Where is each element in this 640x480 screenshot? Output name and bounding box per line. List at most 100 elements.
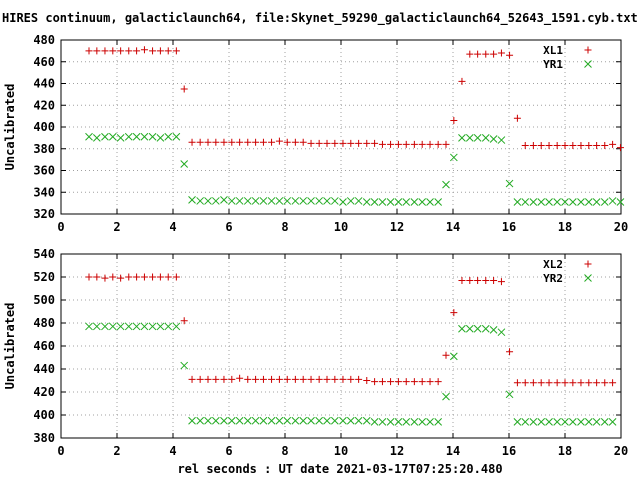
data-point [228, 375, 236, 383]
y-tick-label: 480 [33, 316, 55, 330]
data-point [164, 322, 173, 331]
data-point [402, 378, 410, 386]
data-point [434, 378, 442, 386]
data-point [458, 276, 466, 284]
data-point [601, 141, 609, 149]
data-point [458, 324, 466, 333]
data-point [592, 198, 601, 206]
data-point [196, 375, 204, 383]
data-point [529, 198, 538, 206]
data-point [577, 379, 585, 387]
data-point [283, 138, 291, 146]
data-point [188, 375, 196, 383]
data-point [387, 378, 395, 386]
x-tick-label: 16 [502, 444, 516, 458]
data-point [505, 390, 514, 399]
data-point [497, 136, 506, 144]
data-point [473, 134, 482, 142]
legend-marker [584, 46, 592, 54]
data-point [156, 322, 165, 331]
x-tick-label: 20 [614, 444, 628, 458]
data-point [449, 153, 458, 162]
data-point [354, 197, 363, 205]
data-point [545, 418, 553, 426]
data-point [148, 322, 157, 331]
data-point [513, 379, 521, 387]
y-tick-label: 400 [33, 120, 55, 134]
data-point [569, 141, 577, 149]
data-point [259, 197, 268, 205]
x-tick-label: 10 [334, 444, 348, 458]
data-point [394, 378, 402, 386]
data-point [251, 197, 260, 205]
data-point [402, 140, 410, 148]
x-tick-label: 2 [113, 220, 120, 234]
data-point [116, 322, 125, 331]
data-point [299, 197, 308, 205]
x-tick-label: 12 [390, 444, 404, 458]
page-title: HIRES continuum, galacticlaunch64, file:… [2, 11, 638, 25]
data-point [489, 326, 498, 334]
data-point [228, 138, 236, 146]
data-point [156, 134, 165, 142]
data-point [418, 378, 426, 386]
data-point [315, 375, 323, 383]
data-point [164, 273, 172, 281]
y-tick-label: 440 [33, 77, 55, 91]
data-point [370, 418, 379, 426]
data-point [442, 351, 450, 359]
data-point [465, 134, 474, 142]
x-tick-label: 18 [558, 444, 572, 458]
data-point [569, 379, 577, 387]
data-point [387, 140, 395, 148]
data-point [180, 160, 189, 168]
data-point [196, 138, 204, 146]
data-point [473, 324, 482, 333]
data-point [180, 317, 188, 325]
data-point [235, 197, 244, 205]
y-tick-label: 340 [33, 185, 55, 199]
data-point [267, 416, 276, 425]
data-point [466, 50, 474, 58]
y-tick-label: 520 [33, 270, 55, 284]
data-point [394, 418, 403, 426]
data-point [561, 418, 569, 426]
y-axis-label: Uncalibrated [3, 84, 17, 171]
data-point [584, 198, 593, 206]
data-point [220, 416, 228, 425]
data-point [188, 196, 196, 204]
data-point [268, 138, 276, 146]
data-point [275, 416, 284, 425]
data-point [259, 416, 268, 425]
data-point [600, 418, 609, 426]
data-point [283, 197, 292, 205]
data-point [299, 138, 307, 146]
x-tick-label: 0 [57, 220, 64, 234]
legend-label: YR2 [543, 272, 563, 285]
data-point [196, 197, 205, 205]
data-point [537, 379, 545, 387]
x-tick-label: 4 [169, 220, 176, 234]
data-point [180, 361, 189, 370]
data-point [149, 47, 157, 55]
data-point [378, 418, 387, 426]
legend-marker [584, 274, 592, 282]
data-point [513, 198, 522, 206]
data-point [386, 418, 395, 426]
data-point [402, 418, 411, 426]
data-point [616, 198, 625, 206]
data-point [346, 197, 355, 205]
data-point [592, 418, 601, 426]
data-point [402, 198, 411, 206]
data-point [489, 135, 498, 143]
y-tick-label: 360 [33, 164, 55, 178]
data-point [140, 273, 148, 281]
data-point [299, 375, 307, 383]
data-point [410, 198, 419, 206]
data-point [331, 375, 339, 383]
data-point [164, 47, 172, 55]
data-point [465, 324, 474, 333]
data-point [506, 51, 514, 59]
legend-marker [584, 60, 592, 68]
